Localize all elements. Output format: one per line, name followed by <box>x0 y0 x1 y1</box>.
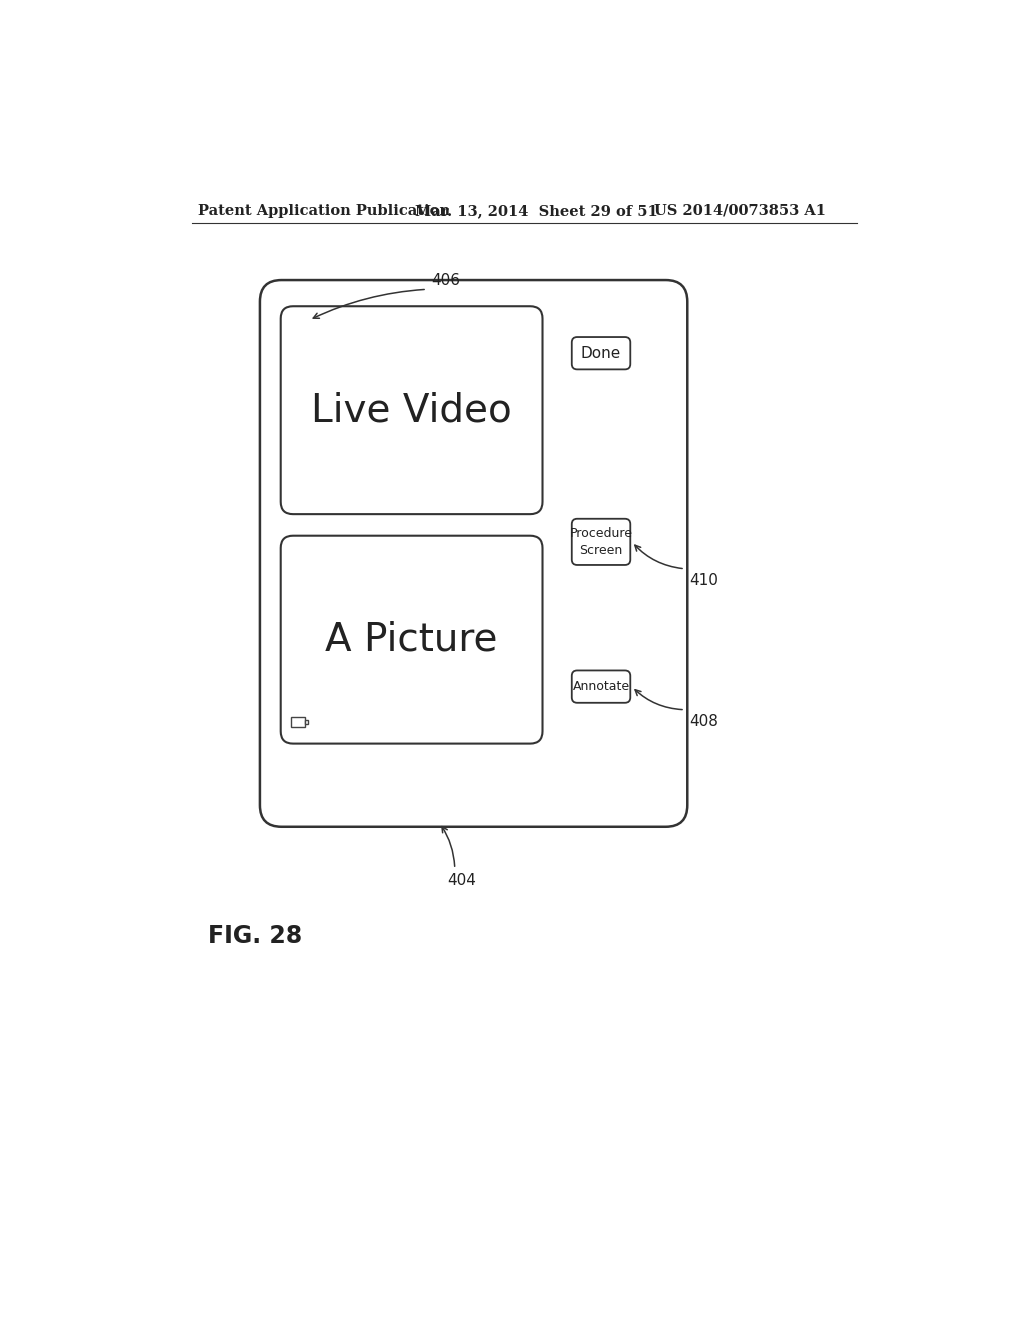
FancyBboxPatch shape <box>281 536 543 743</box>
Text: Mar. 13, 2014  Sheet 29 of 51: Mar. 13, 2014 Sheet 29 of 51 <box>416 203 658 218</box>
Bar <box>292 717 305 726</box>
Text: Procedure
Screen: Procedure Screen <box>569 527 633 557</box>
Text: Patent Application Publication: Patent Application Publication <box>199 203 451 218</box>
FancyBboxPatch shape <box>281 306 543 515</box>
Text: Live Video: Live Video <box>311 391 512 429</box>
Bar <box>305 719 307 725</box>
Text: US 2014/0073853 A1: US 2014/0073853 A1 <box>654 203 826 218</box>
FancyBboxPatch shape <box>571 671 631 702</box>
FancyBboxPatch shape <box>260 280 687 826</box>
FancyBboxPatch shape <box>571 337 631 370</box>
FancyBboxPatch shape <box>571 519 631 565</box>
Text: A Picture: A Picture <box>326 620 498 659</box>
Text: Done: Done <box>581 346 622 360</box>
Text: Annotate: Annotate <box>572 680 630 693</box>
Text: 408: 408 <box>689 714 718 729</box>
Text: 410: 410 <box>689 573 718 587</box>
Text: 406: 406 <box>431 272 460 288</box>
Text: FIG. 28: FIG. 28 <box>208 924 302 948</box>
Text: 404: 404 <box>447 873 476 888</box>
